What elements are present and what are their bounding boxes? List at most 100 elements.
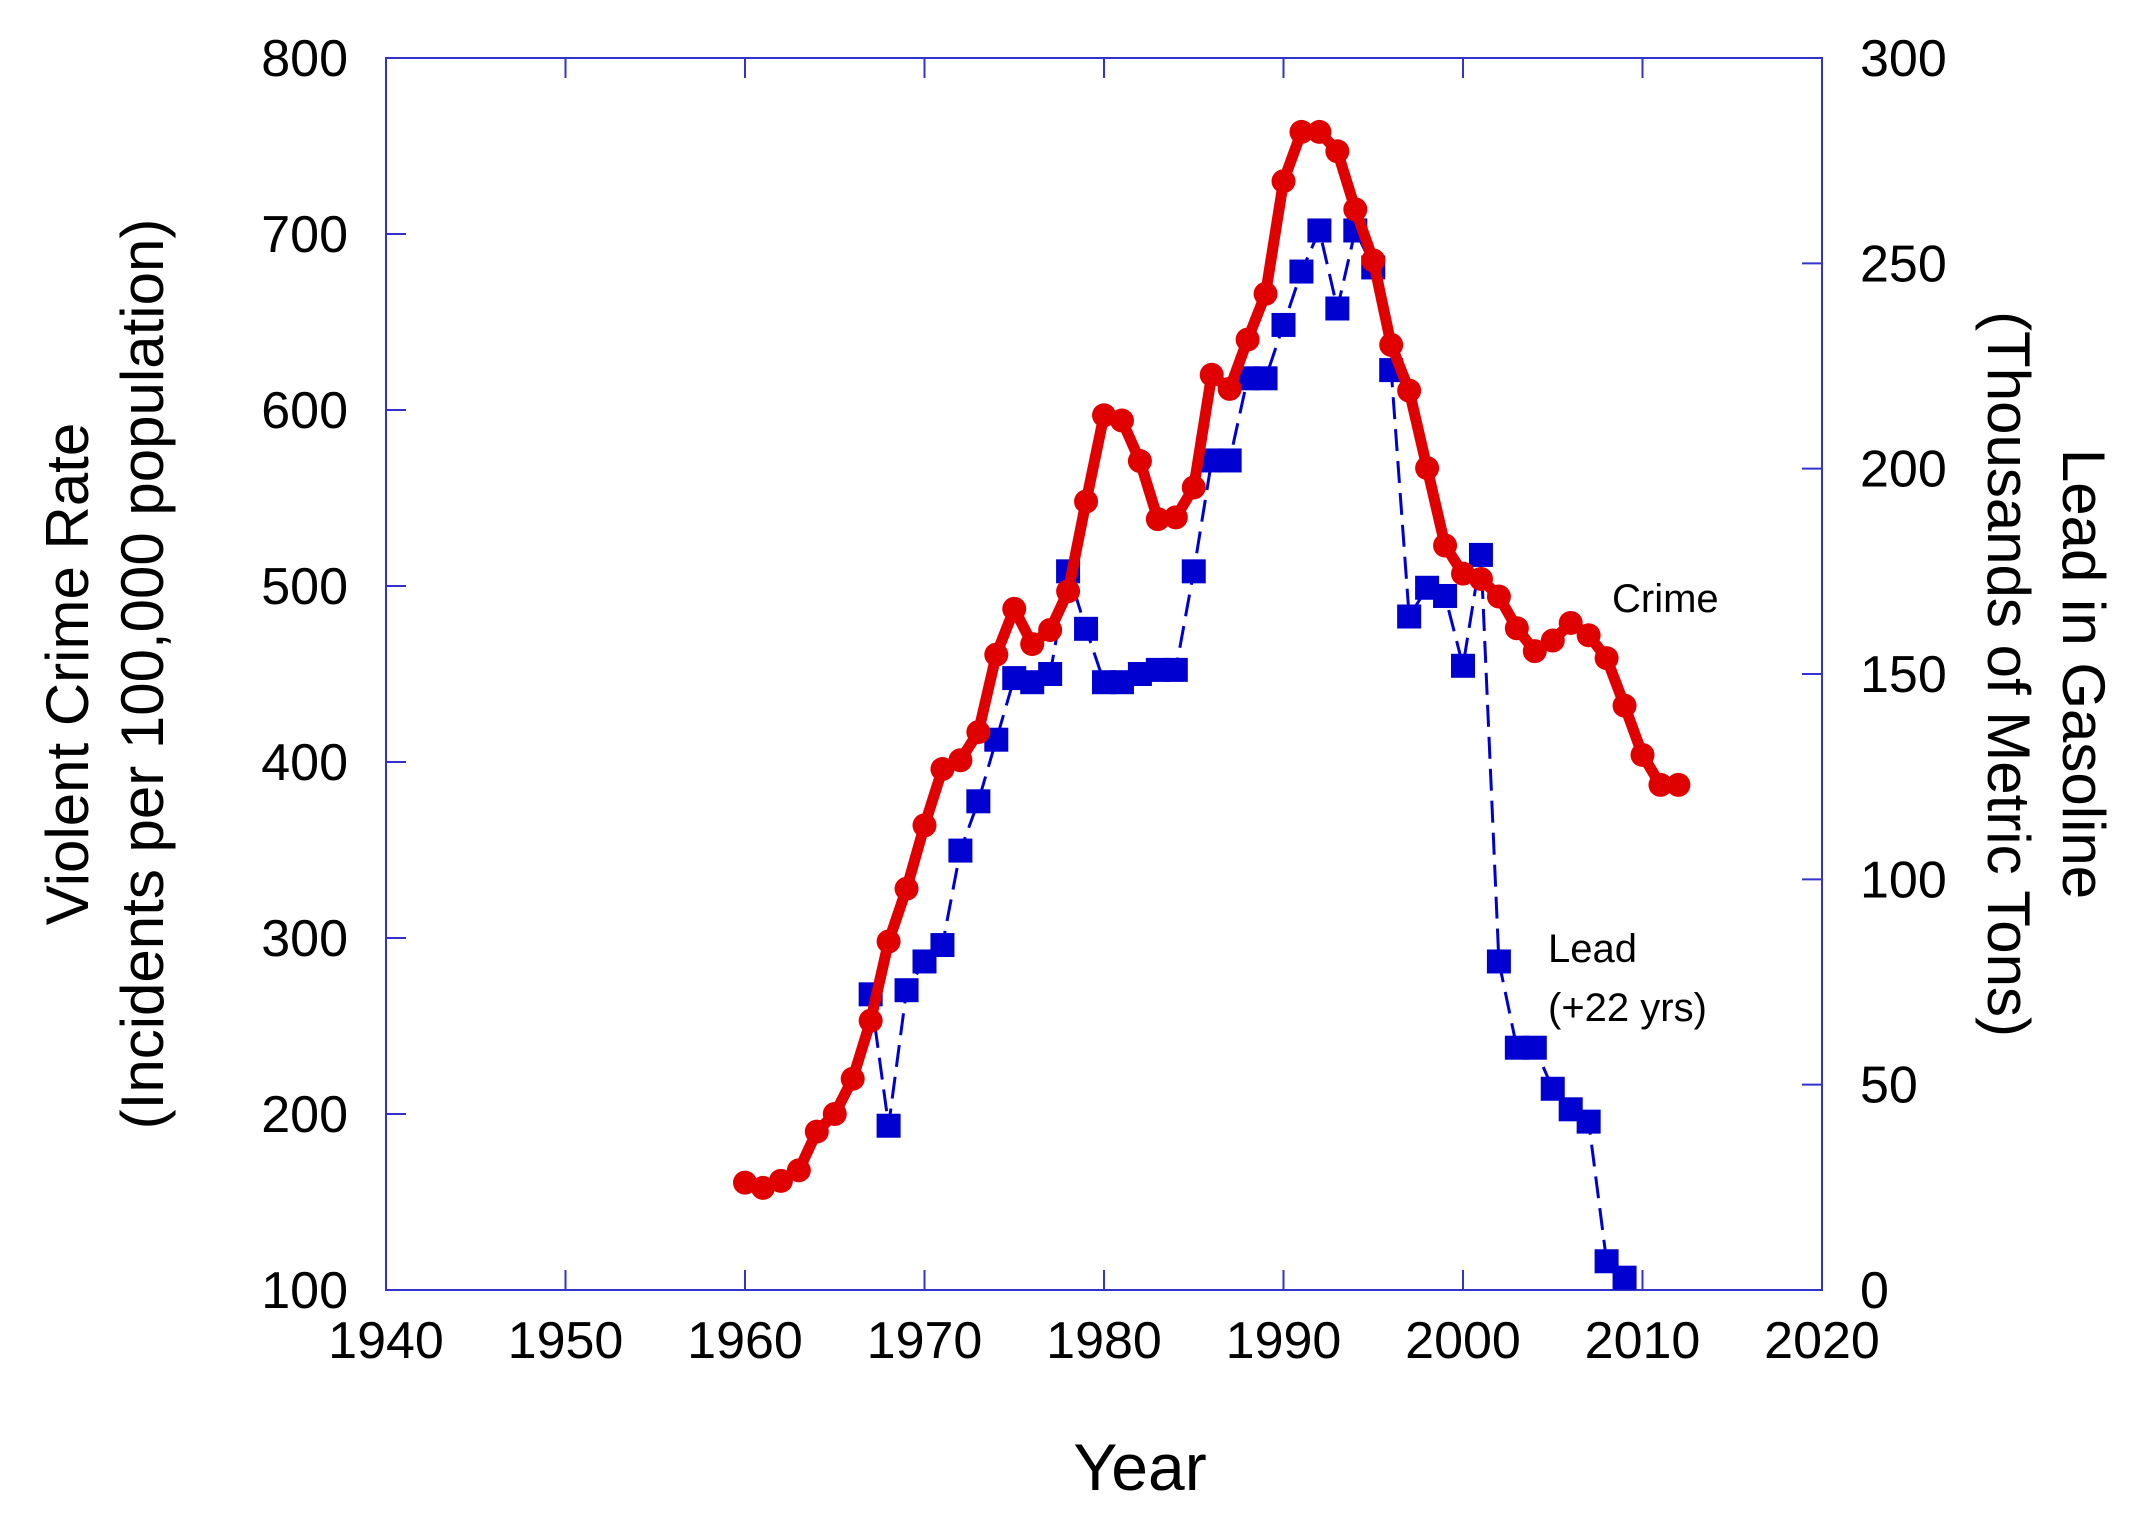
lead-data-point bbox=[1433, 583, 1458, 608]
crime-data-point bbox=[1127, 449, 1152, 474]
crime-data-point bbox=[1504, 616, 1529, 641]
left-y-tick-label: 600 bbox=[261, 382, 348, 440]
right-y-tick-label: 250 bbox=[1860, 235, 1947, 293]
crime-data-point bbox=[1020, 632, 1045, 657]
left-y-axis-subtitle: (Incidents per 100,000 population) bbox=[109, 219, 176, 1130]
right-y-axis-title: Lead in Gasoline bbox=[2050, 449, 2117, 899]
crime-data-point bbox=[1289, 119, 1314, 144]
x-tick-label: 1990 bbox=[1226, 1312, 1342, 1370]
lead-data-point bbox=[894, 978, 919, 1003]
x-tick-label: 2000 bbox=[1405, 1312, 1521, 1370]
x-tick-label: 1950 bbox=[508, 1312, 624, 1370]
lead-data-point bbox=[1289, 259, 1314, 284]
crime-data-point bbox=[876, 929, 901, 954]
crime-data-point bbox=[912, 813, 937, 838]
right-y-tick-label: 50 bbox=[1860, 1057, 1918, 1115]
left-y-tick-label: 500 bbox=[261, 558, 348, 616]
lead-data-point bbox=[876, 1113, 901, 1138]
right-y-tick-label: 300 bbox=[1860, 30, 1947, 88]
lead-data-point bbox=[1271, 312, 1296, 337]
crime-data-point bbox=[1199, 362, 1224, 387]
lead-data-point bbox=[1325, 296, 1350, 321]
right-y-axis-ticks: 0 50 100 150 200 250 300 bbox=[1802, 30, 1947, 1320]
lead-data-point bbox=[1612, 1265, 1637, 1290]
crime-data-point bbox=[1343, 197, 1368, 222]
crime-data-point bbox=[1486, 584, 1511, 609]
crime-data-point bbox=[894, 876, 919, 901]
crime-data-point bbox=[1325, 139, 1350, 164]
lead-data-point bbox=[1217, 448, 1242, 473]
left-y-tick-label: 700 bbox=[261, 206, 348, 264]
crime-data-point bbox=[1648, 772, 1673, 797]
crime-data-point bbox=[840, 1066, 865, 1091]
crime-data-point bbox=[822, 1102, 847, 1126]
x-tick-label: 2020 bbox=[1764, 1312, 1880, 1370]
lead-data-point bbox=[1307, 218, 1332, 243]
lead-series bbox=[858, 218, 1637, 1290]
crime-data-point bbox=[1379, 332, 1404, 357]
crime-data-point bbox=[1630, 742, 1655, 767]
crime-data-point bbox=[858, 1008, 883, 1033]
crime-data-point bbox=[1397, 378, 1422, 403]
right-y-axis-subtitle: (Thousands of Metric Tons) bbox=[1975, 311, 2042, 1037]
lead-data-point bbox=[1576, 1109, 1601, 1134]
crime-data-point bbox=[930, 757, 955, 782]
crime-data-point bbox=[1612, 693, 1637, 718]
crime-data-point bbox=[984, 642, 1009, 667]
crime-data-point bbox=[1271, 169, 1296, 194]
lead-data-point bbox=[1540, 1076, 1565, 1101]
lead-data-point bbox=[1038, 662, 1063, 686]
crime-data-point bbox=[1145, 507, 1170, 532]
left-y-axis-ticks: 100 200 300 400 500 600 700 800 bbox=[261, 30, 406, 1320]
crime-data-point bbox=[1558, 610, 1583, 635]
x-tick-label: 1960 bbox=[687, 1312, 803, 1370]
right-y-tick-label: 0 bbox=[1860, 1262, 1889, 1320]
lead-data-point bbox=[1522, 1035, 1547, 1060]
lead-data-point bbox=[1074, 616, 1099, 641]
crime-data-point bbox=[1056, 579, 1081, 604]
x-axis-title: Year bbox=[1073, 1430, 1206, 1504]
left-y-tick-label: 300 bbox=[261, 910, 348, 968]
crime-data-point bbox=[1576, 623, 1601, 648]
crime-series bbox=[733, 119, 1691, 1200]
crime-data-point bbox=[1361, 248, 1386, 273]
crime-data-point bbox=[1522, 639, 1547, 664]
x-tick-label: 2010 bbox=[1585, 1312, 1701, 1370]
lead-annotation: Lead bbox=[1548, 927, 1637, 971]
left-y-axis-title: Violent Crime Rate bbox=[34, 423, 101, 925]
right-y-tick-label: 200 bbox=[1860, 441, 1947, 499]
x-tick-label: 1980 bbox=[1046, 1312, 1162, 1370]
lead-data-point bbox=[1451, 653, 1475, 678]
crime-data-point bbox=[966, 720, 991, 745]
lead-data-point bbox=[948, 838, 973, 863]
crime-data-point bbox=[1074, 489, 1099, 514]
lead-data-point bbox=[930, 933, 955, 958]
crime-data-point bbox=[1163, 505, 1188, 530]
crime-data-point bbox=[1181, 475, 1206, 500]
x-axis-ticks: 1940 1950 1960 1970 1980 1990 2000 2010 2020 bbox=[328, 58, 1880, 1370]
lead-data-point bbox=[1163, 657, 1188, 682]
lead-data-point bbox=[966, 789, 991, 814]
right-y-tick-label: 100 bbox=[1860, 851, 1947, 909]
crime-data-point bbox=[768, 1168, 793, 1193]
crime-data-point bbox=[786, 1158, 811, 1183]
crime-data-point bbox=[1540, 628, 1565, 653]
crime-data-point bbox=[1235, 327, 1260, 352]
crime-data-point bbox=[1002, 596, 1027, 621]
x-tick-label: 1940 bbox=[328, 1312, 444, 1370]
crime-data-point bbox=[1666, 772, 1691, 797]
crime-data-point bbox=[1433, 533, 1458, 558]
crime-data-point bbox=[804, 1119, 829, 1144]
crime-data-point bbox=[1217, 376, 1242, 401]
left-y-tick-label: 400 bbox=[261, 734, 348, 792]
lead-data-point bbox=[1397, 604, 1422, 629]
crime-data-point bbox=[1594, 646, 1619, 671]
left-y-tick-label: 100 bbox=[261, 1262, 348, 1320]
lead-data-point bbox=[1253, 366, 1278, 391]
lead-annotation-offset: (+22 yrs) bbox=[1548, 986, 1707, 1030]
crime-annotation: Crime bbox=[1612, 577, 1719, 621]
crime-data-point bbox=[1307, 119, 1332, 144]
lead-data-point bbox=[1468, 542, 1493, 567]
crime-data-point bbox=[1038, 618, 1063, 642]
